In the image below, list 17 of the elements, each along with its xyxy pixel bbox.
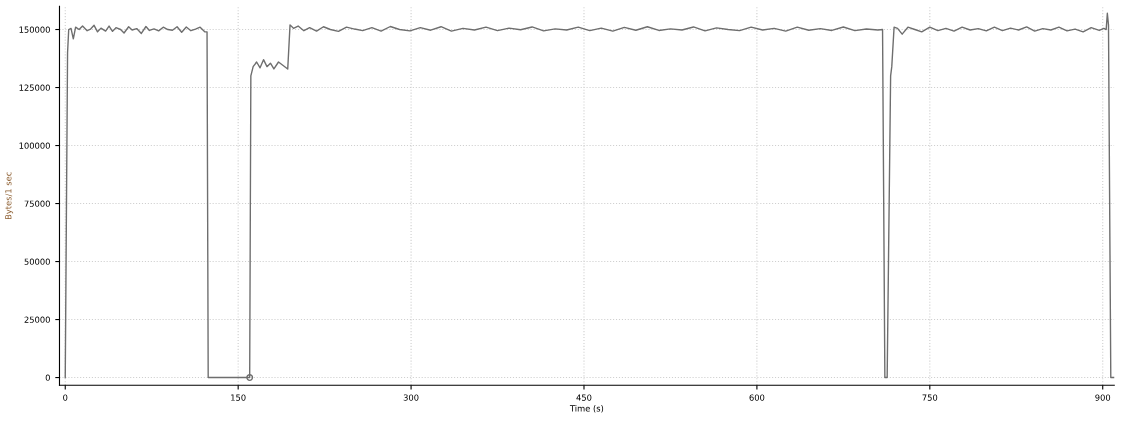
x-tick-label: 300 — [403, 394, 419, 401]
x-tick-label: 0 — [63, 394, 68, 401]
y-tick-label: 150000 — [19, 26, 50, 33]
x-tick-label: 750 — [922, 394, 938, 401]
x-axis-title: Time (s) — [569, 405, 604, 413]
x-tick-label: 450 — [576, 394, 592, 401]
y-tick-label: 0 — [45, 374, 50, 381]
line-series — [64, 12, 1115, 379]
y-tick-label: 125000 — [19, 84, 50, 91]
x-tick-label: 150 — [231, 394, 246, 401]
y-tick-label: 25000 — [24, 316, 50, 323]
y-tick-label: 50000 — [24, 258, 50, 265]
y-tick-label: 100000 — [19, 142, 50, 149]
x-tick-label: 600 — [749, 394, 765, 401]
x-tick-label: 900 — [1095, 394, 1111, 401]
y-axis-title: Bytes/1 sec — [5, 172, 14, 220]
y-tick-label: 75000 — [24, 200, 50, 207]
